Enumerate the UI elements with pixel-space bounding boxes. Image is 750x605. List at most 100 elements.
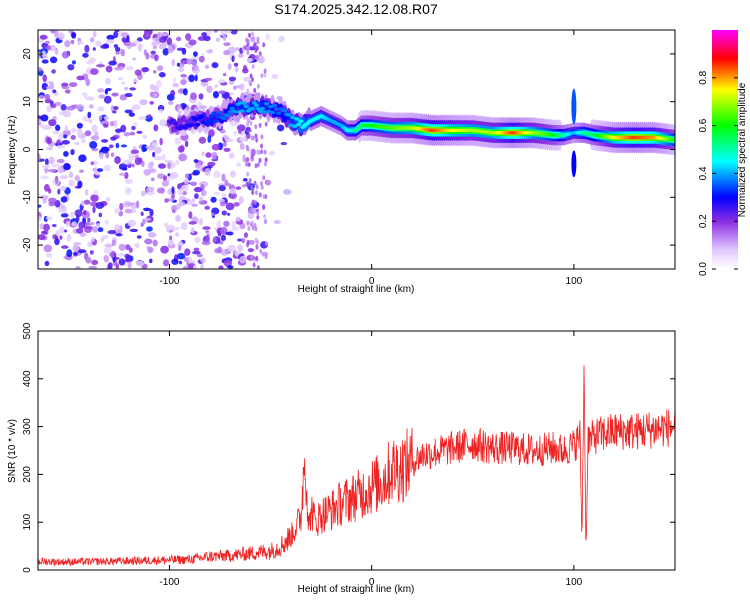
noise-speckle bbox=[167, 45, 174, 54]
noise-speckle bbox=[231, 226, 240, 231]
noise-speckle bbox=[92, 226, 99, 233]
noise-speckle bbox=[75, 227, 84, 234]
noise-speckle bbox=[260, 143, 264, 149]
colorbar-tick-label: 0.8 bbox=[698, 70, 709, 84]
noise-speckle bbox=[185, 58, 194, 65]
noise-speckle bbox=[54, 30, 59, 38]
noise-speckle bbox=[156, 65, 164, 71]
noise-speckle bbox=[66, 234, 72, 242]
noise-speckle bbox=[195, 162, 200, 169]
noise-speckle bbox=[223, 30, 232, 34]
spectrogram-noise bbox=[38, 30, 292, 269]
noise-speckle bbox=[252, 38, 256, 44]
noise-speckle bbox=[258, 51, 262, 57]
ridge-segment bbox=[213, 119, 219, 123]
noise-speckle bbox=[120, 48, 126, 57]
noise-speckle bbox=[108, 60, 117, 66]
noise-speckle bbox=[257, 55, 265, 64]
noise-speckle bbox=[239, 255, 247, 264]
noise-speckle bbox=[211, 62, 219, 69]
noise-speckle bbox=[223, 220, 230, 227]
noise-speckle bbox=[137, 43, 144, 48]
noise-speckle bbox=[212, 90, 220, 99]
noise-speckle bbox=[120, 144, 128, 148]
ridge-spike bbox=[571, 150, 577, 178]
noise-speckle bbox=[201, 32, 208, 37]
noise-speckle bbox=[190, 227, 195, 234]
noise-speckle bbox=[76, 104, 85, 111]
snr-x-ticks: -100 0 100 bbox=[159, 331, 583, 588]
noise-speckle bbox=[55, 229, 61, 237]
noise-speckle bbox=[159, 36, 167, 43]
noise-speckle bbox=[114, 208, 121, 214]
noise-speckle bbox=[248, 207, 257, 215]
noise-speckle bbox=[67, 64, 75, 71]
noise-speckle bbox=[82, 52, 89, 58]
noise-speckle bbox=[85, 256, 92, 264]
ridge-segment bbox=[237, 100, 243, 105]
ridge-segment bbox=[259, 106, 266, 111]
noise-speckle bbox=[52, 89, 57, 94]
noise-speckle bbox=[265, 180, 272, 186]
noise-speckle bbox=[52, 234, 56, 240]
colorbar-tick-label: 0.6 bbox=[698, 118, 709, 132]
noise-speckle bbox=[207, 161, 216, 167]
noise-speckle bbox=[73, 251, 78, 256]
noise-speckle bbox=[136, 37, 143, 42]
noise-speckle bbox=[52, 130, 60, 135]
noise-speckle bbox=[46, 105, 52, 113]
noise-speckle bbox=[229, 187, 237, 195]
noise-speckle bbox=[89, 221, 95, 226]
noise-speckle bbox=[184, 173, 190, 179]
noise-speckle bbox=[81, 92, 86, 96]
noise-speckle bbox=[141, 160, 145, 167]
noise-speckle bbox=[167, 173, 171, 177]
noise-speckle bbox=[145, 32, 150, 38]
noise-speckle bbox=[265, 33, 270, 40]
ridge-segment bbox=[243, 104, 249, 109]
noise-speckle bbox=[94, 131, 99, 136]
ridge-segment bbox=[199, 114, 205, 118]
noise-speckle bbox=[38, 204, 42, 208]
noise-speckle bbox=[123, 132, 131, 137]
noise-speckle bbox=[172, 83, 180, 88]
noise-speckle bbox=[118, 172, 126, 176]
noise-speckle bbox=[71, 221, 77, 227]
noise-speckle bbox=[150, 41, 160, 46]
noise-speckle bbox=[276, 124, 285, 132]
noise-speckle bbox=[74, 141, 80, 146]
noise-speckle bbox=[217, 79, 226, 84]
noise-speckle bbox=[233, 85, 237, 91]
noise-speckle bbox=[38, 67, 43, 72]
ridge-segment bbox=[272, 103, 278, 108]
noise-speckle bbox=[262, 42, 266, 48]
noise-speckle bbox=[125, 202, 135, 206]
noise-speckle bbox=[118, 258, 126, 266]
noise-speckle bbox=[255, 184, 259, 190]
noise-speckle bbox=[90, 68, 99, 75]
noise-speckle bbox=[280, 141, 287, 146]
ridge-segment bbox=[229, 106, 235, 111]
noise-speckle bbox=[239, 142, 245, 151]
noise-speckle bbox=[204, 205, 210, 210]
noise-speckle bbox=[233, 202, 240, 207]
noise-speckle bbox=[151, 141, 158, 147]
noise-speckle bbox=[79, 232, 87, 238]
noise-speckle bbox=[241, 184, 247, 188]
y-tick-label: 20 bbox=[22, 48, 33, 60]
noise-speckle bbox=[130, 149, 140, 154]
noise-speckle bbox=[236, 162, 241, 168]
noise-speckle bbox=[177, 188, 184, 196]
noise-speckle bbox=[42, 196, 47, 204]
ridge-segment bbox=[217, 110, 223, 115]
x-tick-label: -100 bbox=[159, 276, 179, 287]
noise-speckle bbox=[260, 134, 264, 140]
noise-speckle bbox=[182, 88, 188, 96]
noise-speckle bbox=[129, 131, 136, 136]
noise-speckle bbox=[221, 210, 227, 216]
noise-speckle bbox=[254, 163, 258, 169]
noise-speckle bbox=[176, 62, 180, 67]
ridge-segment bbox=[170, 118, 177, 123]
noise-speckle bbox=[216, 220, 222, 229]
noise-speckle bbox=[215, 37, 221, 42]
